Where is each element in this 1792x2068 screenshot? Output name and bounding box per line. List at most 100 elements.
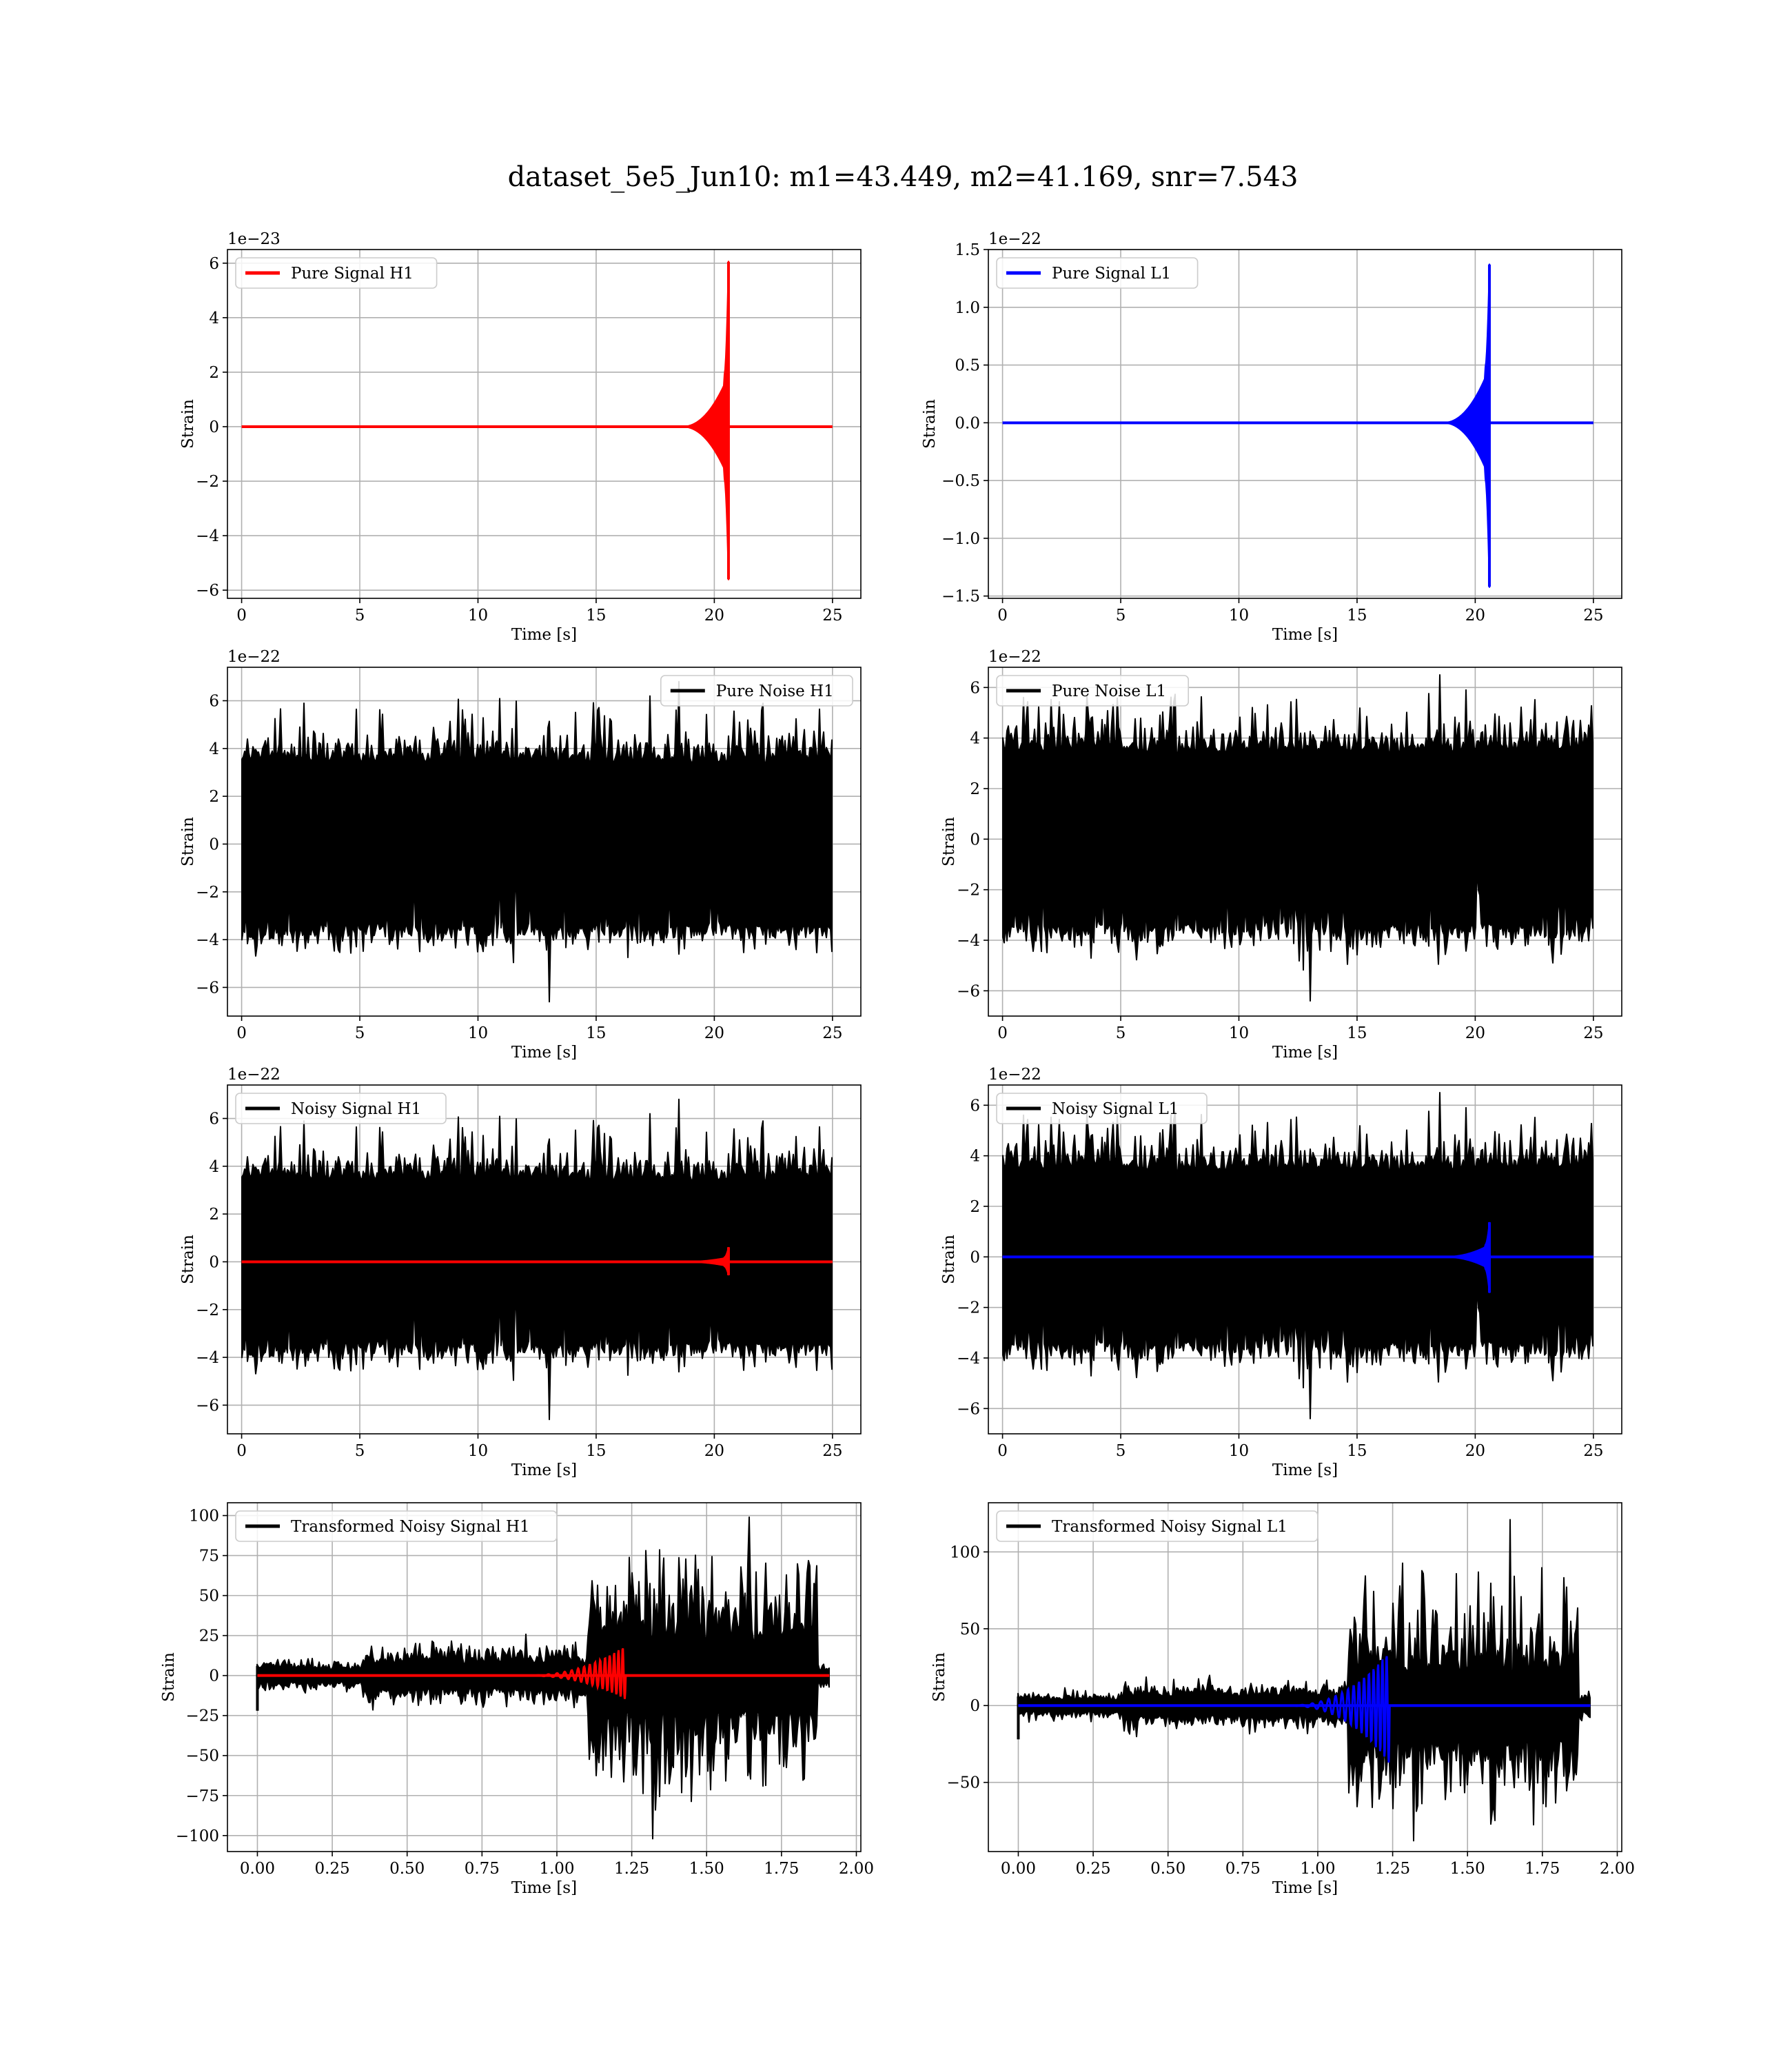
y-tick-label: −6 <box>196 979 219 997</box>
axes-frame <box>988 667 1622 1017</box>
x-tick-label: 5 <box>1116 607 1126 625</box>
legend: Noisy Signal H1 <box>235 1093 447 1124</box>
y-tick-label: 2 <box>970 1198 980 1216</box>
plot-content <box>988 1503 1622 1852</box>
x-tick-label: 15 <box>1347 1442 1367 1460</box>
y-tick-label: −4 <box>196 1349 219 1367</box>
y-tick-label: 4 <box>970 730 980 748</box>
y-tick-label: −6 <box>196 582 219 600</box>
y-tick-label: −4 <box>957 932 980 950</box>
x-tick-label: 20 <box>1465 1024 1485 1042</box>
y-tick-label: 100 <box>950 1543 980 1561</box>
subplot-6: 0 5 10 15 20 25 −6 −4 −2 0 2 4 6 Time [s] Strain 1e−22 N… <box>940 1066 1622 1479</box>
x-tick-label: 10 <box>1229 1024 1249 1042</box>
y-tick-label: 1.5 <box>955 241 980 259</box>
axes-frame <box>227 667 862 1017</box>
x-tick-label: 15 <box>586 607 606 625</box>
y-tick-label: 50 <box>199 1588 219 1605</box>
legend-label: Pure Signal L1 <box>1052 265 1171 283</box>
plot-content <box>988 250 1622 598</box>
y-tick-label: −2 <box>957 1299 980 1317</box>
noise-trace <box>1002 674 1594 1002</box>
subplot-3: 0 5 10 15 20 25 −6 −4 −2 0 2 4 6 Time [s] Strain 1e−22 P… <box>179 648 862 1062</box>
x-tick-label: 0 <box>236 607 247 625</box>
y-offset-label: 1e−22 <box>227 1066 281 1084</box>
y-tick-label: 1.0 <box>955 299 980 317</box>
x-tick-label: 20 <box>704 607 724 625</box>
y-tick-label: −50 <box>185 1747 219 1765</box>
noise-trace <box>241 680 833 1003</box>
x-tick-label: 2.00 <box>839 1860 874 1878</box>
y-tick-label: 4 <box>970 1148 980 1166</box>
plot-content <box>988 1085 1622 1434</box>
y-tick-label: 0 <box>970 831 980 849</box>
y-tick-label: 2 <box>209 1206 219 1224</box>
plot-content <box>227 667 861 1016</box>
x-tick-label: 10 <box>1229 1442 1249 1460</box>
x-tick-label: 5 <box>355 1024 365 1042</box>
y-tick-label: −75 <box>185 1787 219 1805</box>
x-tick-label: 1.00 <box>1300 1860 1335 1878</box>
legend-label: Transformed Noisy Signal L1 <box>1052 1518 1287 1536</box>
legend-label: Pure Noise L1 <box>1052 682 1166 700</box>
x-tick-label: 1.00 <box>539 1860 574 1878</box>
legend-label: Transformed Noisy Signal H1 <box>291 1518 530 1536</box>
y-offset-label: 1e−22 <box>227 648 281 666</box>
x-tick-label: 1.75 <box>1525 1860 1560 1878</box>
y-axis-label: Strain <box>921 399 939 449</box>
y-tick-label: −2 <box>196 1301 219 1319</box>
x-tick-label: 25 <box>822 1442 842 1460</box>
y-tick-label: 75 <box>199 1548 219 1565</box>
legend: Pure Noise L1 <box>996 675 1190 707</box>
y-tick-label: 6 <box>209 693 219 711</box>
x-tick-label: 0 <box>236 1442 247 1460</box>
y-tick-label: 25 <box>199 1628 219 1645</box>
x-tick-label: 15 <box>586 1442 606 1460</box>
axes-frame <box>988 249 1622 599</box>
legend-label: Pure Signal H1 <box>291 265 414 283</box>
x-tick-label: 25 <box>822 1024 842 1042</box>
x-tick-label: 0.25 <box>314 1860 349 1878</box>
whitened-trace <box>256 1516 830 1840</box>
x-tick-label: 5 <box>355 1442 365 1460</box>
x-tick-label: 0.25 <box>1075 1860 1110 1878</box>
x-tick-label: 25 <box>822 607 842 625</box>
x-tick-label: 15 <box>586 1024 606 1042</box>
axes-frame <box>227 1084 862 1435</box>
x-axis-label: Time [s] <box>511 1879 577 1897</box>
y-axis-label: Strain <box>160 1652 178 1702</box>
legend-box <box>996 1093 1208 1124</box>
y-tick-label: 50 <box>960 1621 980 1639</box>
y-offset-label: 1e−22 <box>988 648 1041 666</box>
x-tick-label: 1.25 <box>1375 1860 1410 1878</box>
x-tick-label: 10 <box>468 607 488 625</box>
axes-frame <box>988 1084 1622 1435</box>
y-tick-label: 6 <box>970 679 980 697</box>
y-tick-label: −25 <box>185 1707 219 1725</box>
chirp-waveform <box>520 1648 638 1699</box>
legend: Pure Noise H1 <box>660 675 853 707</box>
y-tick-label: −1.0 <box>941 530 980 548</box>
x-axis-label: Time [s] <box>1272 1044 1338 1062</box>
legend-label: Noisy Signal H1 <box>291 1100 421 1118</box>
legend-box <box>235 1510 558 1542</box>
y-tick-label: 100 <box>189 1508 219 1525</box>
x-axis-label: Time [s] <box>511 1461 577 1479</box>
y-tick-label: 0.5 <box>955 357 980 375</box>
y-tick-label: −2 <box>957 882 980 900</box>
x-tick-label: 0 <box>997 1442 1008 1460</box>
y-tick-label: 0 <box>209 1667 219 1685</box>
legend: Transformed Noisy Signal H1 <box>235 1510 558 1542</box>
chirp-waveform <box>1285 1656 1403 1763</box>
x-tick-label: 1.75 <box>764 1860 799 1878</box>
x-tick-label: 20 <box>1465 1442 1485 1460</box>
x-tick-label: 1.50 <box>689 1860 724 1878</box>
y-axis-label: Strain <box>940 1235 958 1284</box>
y-axis-label: Strain <box>179 817 197 866</box>
y-axis-label: Strain <box>179 1235 197 1284</box>
x-tick-label: 0 <box>997 1024 1008 1042</box>
axes-frame <box>227 249 862 599</box>
y-offset-label: 1e−22 <box>988 1066 1041 1084</box>
x-axis-label: Time [s] <box>1272 1461 1338 1479</box>
